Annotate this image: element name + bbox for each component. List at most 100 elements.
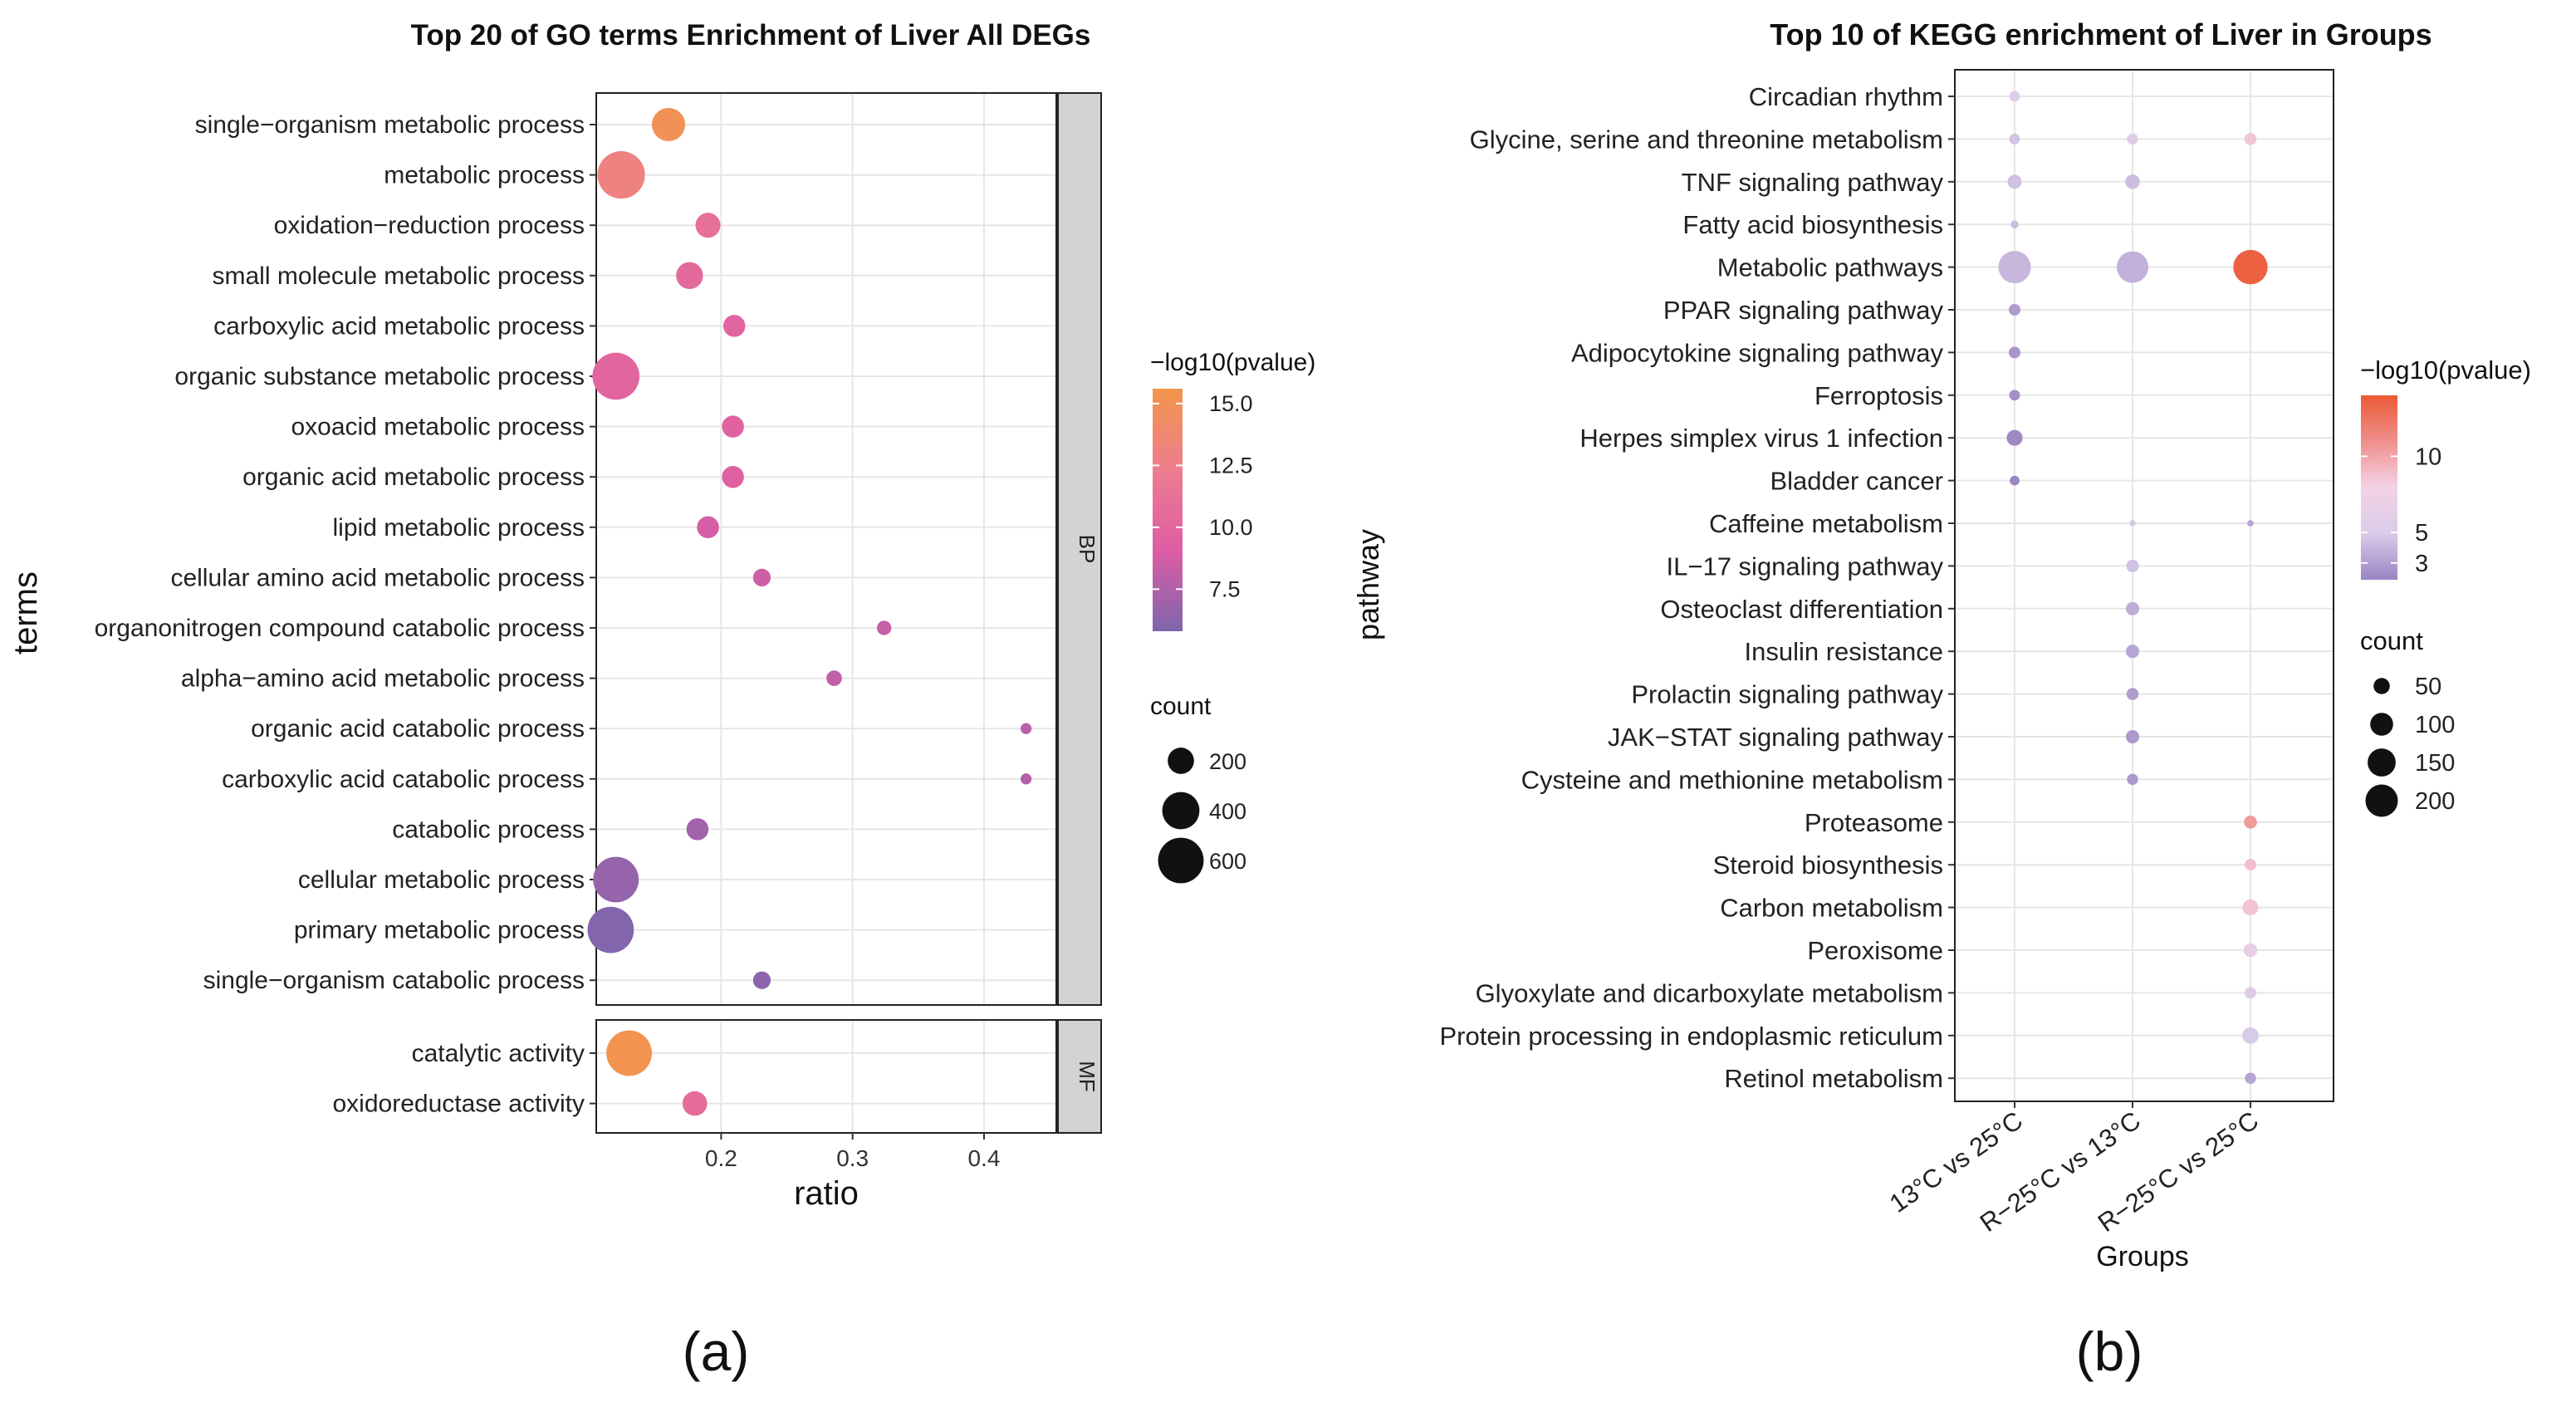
go-point [592, 352, 640, 400]
go-size-key [1168, 748, 1194, 774]
go-color-bar [1153, 389, 1183, 631]
go-x-tick-label: 0.2 [705, 1145, 737, 1171]
kegg-color-tick-label: 5 [2415, 520, 2428, 547]
kegg-points [1998, 91, 2268, 1084]
go-point [587, 906, 634, 953]
kegg-pathway-label: Steroid biosynthesis [1713, 851, 1943, 880]
kegg-panel-label: (b) [2076, 1321, 2143, 1382]
go-size-key [1158, 837, 1204, 884]
go-point [682, 1091, 708, 1116]
go-title: Top 20 of GO terms Enrichment of Liver A… [411, 19, 1091, 51]
kegg-size-key [2368, 748, 2396, 777]
kegg-pathway-label: Osteoclast differentiation [1660, 595, 1943, 624]
kegg-point [2007, 174, 2022, 189]
kegg-size-key-label: 50 [2415, 674, 2441, 700]
kegg-size-key [2370, 713, 2393, 736]
go-term-label: organonitrogen compound catabolic proces… [95, 615, 585, 642]
go-term-label: catalytic activity [412, 1040, 585, 1067]
go-color-tick-label: 10.0 [1209, 515, 1253, 540]
go-point [695, 213, 721, 238]
kegg-point [2125, 601, 2140, 615]
kegg-point [2006, 429, 2023, 446]
go-point [597, 151, 645, 199]
go-point [676, 262, 703, 290]
kegg-pathway-label: Caffeine metabolism [1709, 509, 1943, 538]
kegg-point [2243, 943, 2258, 958]
go-bp-plot-border [595, 92, 1057, 1006]
go-bp-strip [1057, 92, 1102, 1006]
kegg-point [2008, 346, 2021, 359]
go-term-label: catabolic process [392, 816, 585, 843]
go-x-ticks: 0.2 0.3 0.4 [705, 1133, 1000, 1171]
kegg-color-tick-label: 10 [2415, 444, 2441, 470]
go-point [686, 818, 709, 841]
kegg-pathway-label: TNF signaling pathway [1682, 168, 1944, 197]
go-term-labels: single−organism metabolic process metabol… [95, 111, 585, 1118]
kegg-pathway-label: Proteasome [1805, 808, 1943, 837]
go-point [606, 1030, 653, 1076]
kegg-pathway-label: Fatty acid biosynthesis [1682, 210, 1943, 239]
go-horizontal-gridlines [596, 124, 1056, 1105]
kegg-point [2244, 987, 2257, 999]
kegg-pathway-label: Retinol metabolism [1724, 1064, 1943, 1093]
kegg-point [2244, 859, 2257, 871]
kegg-plot-border [1954, 69, 2334, 1102]
kegg-pathway-label: Carbon metabolism [1720, 894, 1943, 923]
go-size-key-label: 200 [1209, 749, 1246, 774]
go-point [697, 516, 719, 539]
kegg-pathway-labels: Circadian rhythm Glycine, serine and thre… [1439, 82, 1943, 1093]
kegg-panel: Top 10 of KEGG enrichment of Liver in Gr… [1351, 17, 2531, 1382]
kegg-color-tick-label: 3 [2415, 551, 2428, 577]
go-term-label: carboxylic acid catabolic process [222, 766, 585, 793]
kegg-pathway-label: IL−17 signaling pathway [1667, 551, 1944, 581]
kegg-point [2125, 729, 2140, 744]
go-term-label: organic acid catabolic process [251, 715, 585, 743]
go-color-tick-label: 12.5 [1209, 453, 1253, 478]
go-point [593, 856, 639, 903]
kegg-point [2242, 900, 2259, 916]
kegg-pathway-label: Glyoxylate and dicarboxylate metabolism [1476, 978, 1943, 1007]
kegg-pathway-label: Glycine, serine and threonine metabolism [1470, 125, 1943, 154]
kegg-horizontal-gridlines [1955, 96, 2334, 1080]
go-term-label: small molecule metabolic process [212, 262, 585, 290]
kegg-x-axis-label: Groups [2096, 1241, 2189, 1272]
go-bp-strip-label: BP [1075, 535, 1099, 564]
go-size-key-label: 600 [1209, 849, 1246, 874]
kegg-point [2127, 133, 2138, 145]
go-term-ticks [590, 124, 596, 1105]
kegg-color-legend-ticks: 10 5 3 [2361, 444, 2441, 577]
go-panel: Top 20 of GO terms Enrichment of Liver A… [7, 19, 1315, 1382]
go-color-tick-label: 7.5 [1209, 576, 1241, 601]
go-term-label: single−organism catabolic process [203, 967, 585, 994]
go-color-legend-ticks: 15.0 12.5 10.0 7.5 [1153, 391, 1253, 601]
kegg-size-legend-title: count [2360, 626, 2423, 655]
kegg-point [2125, 645, 2140, 659]
kegg-point [2129, 520, 2136, 527]
kegg-color-legend-title: −log10(pvalue) [2360, 355, 2531, 385]
kegg-point [2008, 303, 2021, 316]
go-x-tick-label: 0.3 [836, 1145, 869, 1171]
go-term-label: single−organism metabolic process [195, 111, 585, 139]
kegg-pathway-label: Insulin resistance [1744, 637, 1943, 666]
kegg-point [2244, 133, 2257, 145]
kegg-pathway-label: PPAR signaling pathway [1663, 296, 1944, 325]
kegg-point [2010, 220, 2019, 228]
kegg-point [2242, 1027, 2259, 1044]
kegg-point [2244, 815, 2257, 829]
kegg-size-key-label: 100 [2415, 712, 2455, 738]
go-size-key-label: 400 [1209, 799, 1246, 824]
kegg-point [2126, 559, 2139, 572]
go-point [722, 465, 744, 488]
kegg-size-key-label: 150 [2415, 750, 2455, 777]
kegg-pathway-label: Adipocytokine signaling pathway [1571, 338, 1944, 367]
go-vertical-gridlines [720, 93, 985, 1133]
go-mf-plot-border [595, 1019, 1057, 1134]
kegg-point [2125, 174, 2140, 189]
go-term-label: carboxylic acid metabolic process [213, 312, 585, 340]
go-term-label: alpha−amino acid metabolic process [181, 665, 585, 693]
go-point [722, 315, 746, 337]
go-term-label: organic acid metabolic process [242, 463, 585, 491]
go-point [652, 107, 686, 142]
kegg-pathway-label: Cysteine and methionine metabolism [1521, 765, 1943, 794]
go-point [1020, 723, 1032, 734]
